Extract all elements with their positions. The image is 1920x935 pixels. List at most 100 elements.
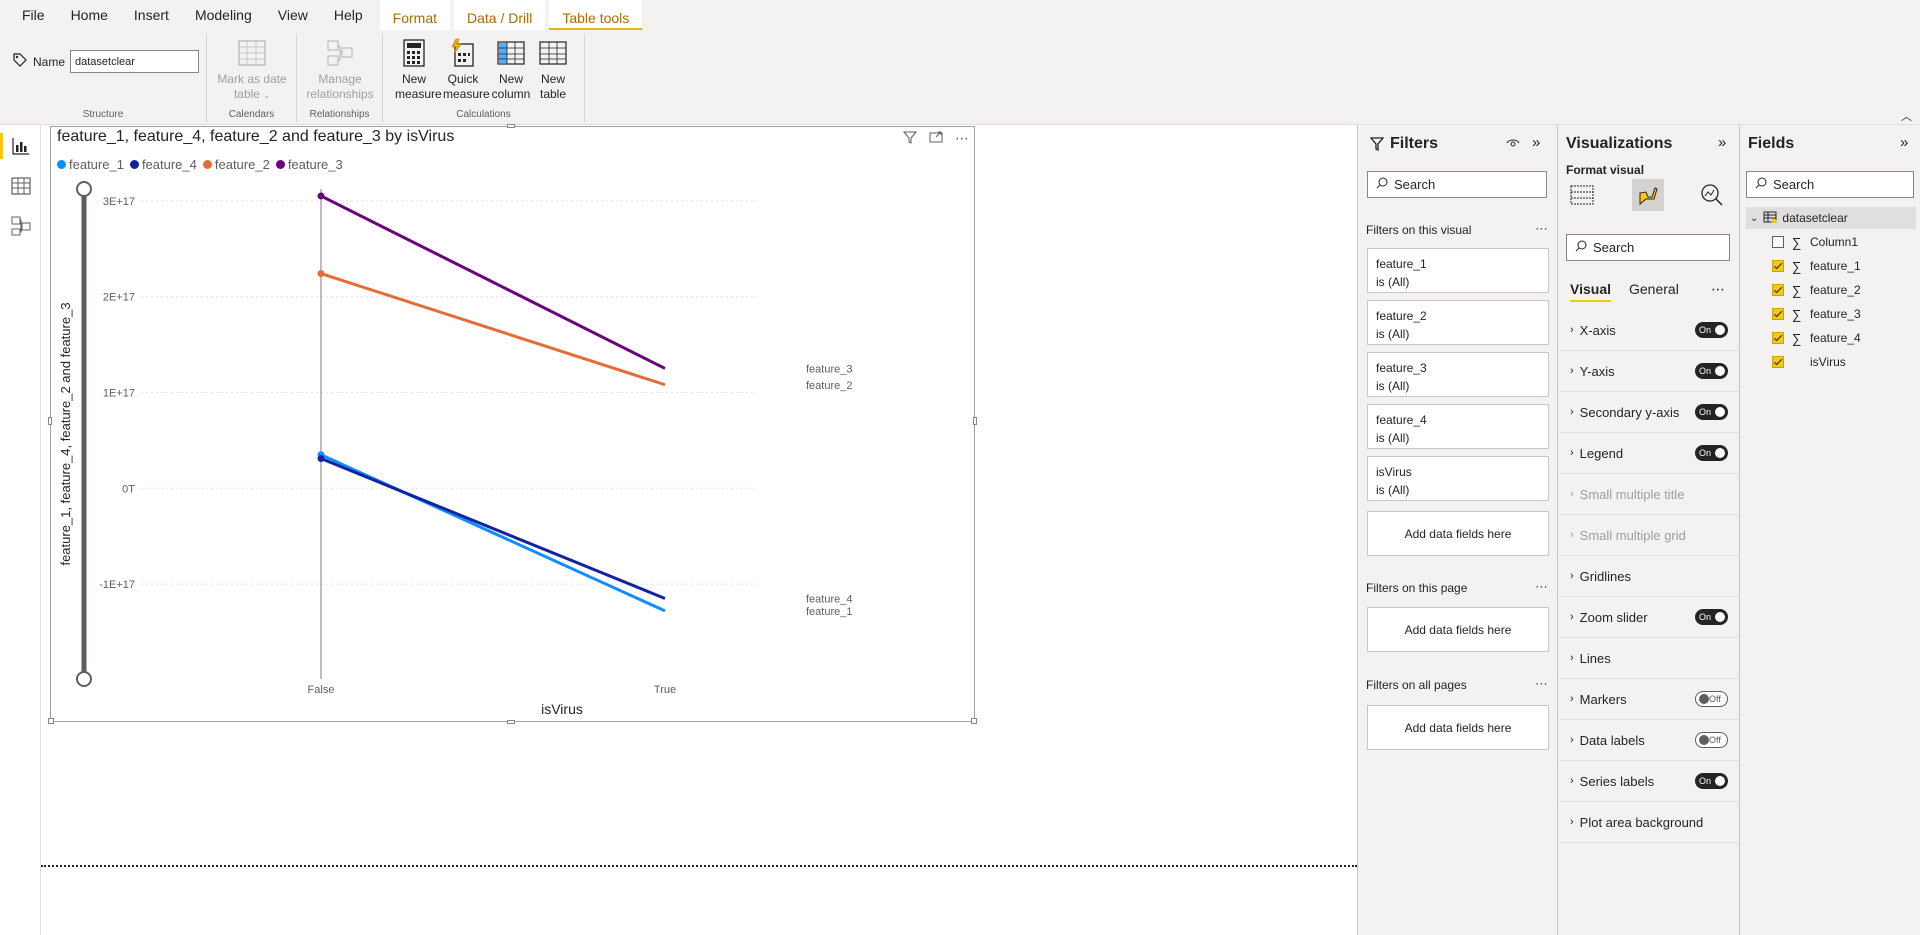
format-card-series-labels[interactable]: › Series labels On	[1558, 761, 1740, 802]
legend-item-feature-4[interactable]: feature_4	[129, 157, 197, 172]
format-card-lines[interactable]: › Lines	[1558, 638, 1740, 679]
filters-search-input[interactable]: Search	[1367, 171, 1547, 198]
format-card-legend[interactable]: › Legend On	[1558, 433, 1740, 474]
collapse-visualizations-icon[interactable]: »	[1718, 134, 1727, 151]
resize-handle-left[interactable]	[48, 417, 52, 425]
zoom-slider-top-handle[interactable]	[76, 181, 92, 197]
resize-handle-top[interactable]	[507, 124, 515, 128]
format-card-zoom-slider[interactable]: › Zoom slider On	[1558, 597, 1740, 638]
build-visual-icon[interactable]	[1566, 179, 1598, 211]
table-node-datasetclear[interactable]: ⌄ datasetclear	[1746, 207, 1916, 229]
format-card-secondary-y-axis[interactable]: › Secondary y-axis On	[1558, 392, 1740, 433]
resize-handle-bottom-left[interactable]	[48, 718, 54, 724]
format-card-x-axis[interactable]: › X-axis On	[1558, 310, 1740, 351]
more-options-icon[interactable]: ⋯	[1535, 676, 1549, 691]
resize-handle-right[interactable]	[973, 417, 977, 425]
toggle-switch[interactable]: On	[1695, 322, 1728, 338]
toggle-switch[interactable]: Off	[1695, 732, 1728, 748]
format-card-data-labels[interactable]: › Data labels Off	[1558, 720, 1740, 761]
menu-modeling[interactable]: Modeling	[194, 7, 252, 23]
field-checkbox[interactable]	[1772, 308, 1784, 320]
menu-data-drill[interactable]: Data / Drill	[454, 0, 546, 30]
format-card-markers[interactable]: › Markers Off	[1558, 679, 1740, 720]
menu-view[interactable]: View	[277, 7, 308, 23]
resize-handle-bottom-right[interactable]	[971, 718, 977, 724]
field-column1[interactable]: ∑ Column1	[1772, 232, 1858, 252]
menu-help[interactable]: Help	[333, 7, 363, 23]
filter-icon[interactable]	[902, 130, 918, 147]
more-options-icon[interactable]: ⋯	[1711, 281, 1725, 297]
legend-item-feature-2[interactable]: feature_2	[202, 157, 270, 172]
add-report-filter-fields[interactable]: Add data fields here	[1367, 705, 1549, 750]
filter-card-feature-4[interactable]: feature_4 is (All)	[1367, 404, 1549, 449]
format-card-gridlines[interactable]: › Gridlines	[1558, 556, 1740, 597]
add-visual-filter-fields[interactable]: Add data fields here	[1367, 511, 1549, 556]
eye-icon[interactable]	[1506, 137, 1520, 152]
legend-item-feature-1[interactable]: feature_1	[57, 157, 124, 172]
manage-relationships-button[interactable]: Manage relationships	[305, 38, 375, 102]
toggle-switch[interactable]: On	[1695, 773, 1728, 789]
series-line-feature-3[interactable]	[320, 194, 666, 370]
zoom-slider-bottom-handle[interactable]	[76, 671, 92, 687]
add-page-filter-fields[interactable]: Add data fields here	[1367, 607, 1549, 652]
new-table-button[interactable]: New table	[533, 38, 573, 102]
model-view-icon[interactable]	[10, 215, 32, 237]
format-card-plot-area-background[interactable]: › Plot area background	[1558, 802, 1740, 843]
toggle-switch[interactable]: On	[1695, 445, 1728, 461]
toggle-switch[interactable]: On	[1695, 363, 1728, 379]
series-line-feature-2[interactable]	[320, 272, 666, 387]
toggle-switch[interactable]: Off	[1695, 691, 1728, 707]
menu-table-tools[interactable]: Table tools	[549, 0, 643, 30]
field-checkbox[interactable]	[1772, 284, 1784, 296]
collapse-filters-icon[interactable]: »	[1532, 134, 1541, 151]
tab-visual[interactable]: Visual	[1570, 281, 1611, 302]
series-line-feature-4[interactable]	[320, 457, 666, 600]
field-checkbox[interactable]	[1772, 260, 1784, 272]
toggle-switch[interactable]: On	[1695, 609, 1728, 625]
new-measure-button[interactable]: New measure	[395, 38, 442, 102]
field-isvirus[interactable]: isVirus	[1772, 352, 1846, 372]
more-options-icon[interactable]: ⋯	[1535, 579, 1549, 594]
data-view-icon[interactable]	[10, 175, 32, 197]
menu-file[interactable]: File	[22, 7, 45, 23]
field-feature-1[interactable]: ∑ feature_1	[1772, 256, 1861, 276]
visualizations-search-input[interactable]: Search	[1566, 234, 1730, 261]
more-options-icon[interactable]: ⋯	[955, 130, 970, 146]
format-card-y-axis[interactable]: › Y-axis On	[1558, 351, 1740, 392]
name-input[interactable]	[70, 50, 200, 73]
filter-card-feature-2[interactable]: feature_2 is (All)	[1367, 300, 1549, 345]
new-column-button[interactable]: New column	[491, 38, 531, 102]
line-chart-visual[interactable]: feature_1, feature_4, feature_2 and feat…	[48, 124, 977, 724]
collapse-fields-icon[interactable]: »	[1900, 134, 1909, 151]
data-point-feature-2[interactable]	[317, 270, 325, 278]
mark-as-date-table-button[interactable]: Mark as date table ⌄	[217, 38, 287, 103]
focus-mode-icon[interactable]	[929, 130, 943, 147]
resize-handle-bottom[interactable]	[507, 720, 515, 724]
format-card-small-multiple-grid[interactable]: › Small multiple grid	[1558, 515, 1740, 556]
menu-insert[interactable]: Insert	[133, 7, 169, 23]
field-checkbox[interactable]	[1772, 236, 1784, 248]
field-feature-4[interactable]: ∑ feature_4	[1772, 328, 1861, 348]
filter-card-feature-3[interactable]: feature_3 is (All)	[1367, 352, 1549, 397]
tab-general[interactable]: General	[1629, 281, 1679, 297]
quick-measure-button[interactable]: Quick measure	[443, 38, 490, 102]
format-card-small-multiple-title[interactable]: › Small multiple title	[1558, 474, 1740, 515]
collapse-ribbon-icon[interactable]: ︿	[1901, 111, 1912, 123]
menu-home[interactable]: Home	[70, 7, 108, 23]
filter-card-feature-1[interactable]: feature_1 is (All)	[1367, 248, 1549, 293]
legend-item-feature-3[interactable]: feature_3	[275, 157, 343, 172]
data-point-feature-3[interactable]	[317, 192, 325, 200]
toggle-switch[interactable]: On	[1695, 404, 1728, 420]
menu-format[interactable]: Format	[379, 0, 450, 30]
field-feature-2[interactable]: ∑ feature_2	[1772, 280, 1861, 300]
format-visual-icon[interactable]	[1632, 179, 1664, 211]
data-point-feature-4[interactable]	[317, 455, 325, 463]
report-view-icon[interactable]	[10, 135, 32, 157]
fields-search-input[interactable]: Search	[1746, 171, 1914, 198]
filter-card-isvirus[interactable]: isVirus is (All)	[1367, 456, 1549, 501]
field-checkbox[interactable]	[1772, 332, 1784, 344]
field-feature-3[interactable]: ∑ feature_3	[1772, 304, 1861, 324]
field-checkbox[interactable]	[1772, 356, 1784, 368]
analytics-icon[interactable]	[1696, 179, 1728, 211]
more-options-icon[interactable]: ⋯	[1535, 221, 1549, 236]
